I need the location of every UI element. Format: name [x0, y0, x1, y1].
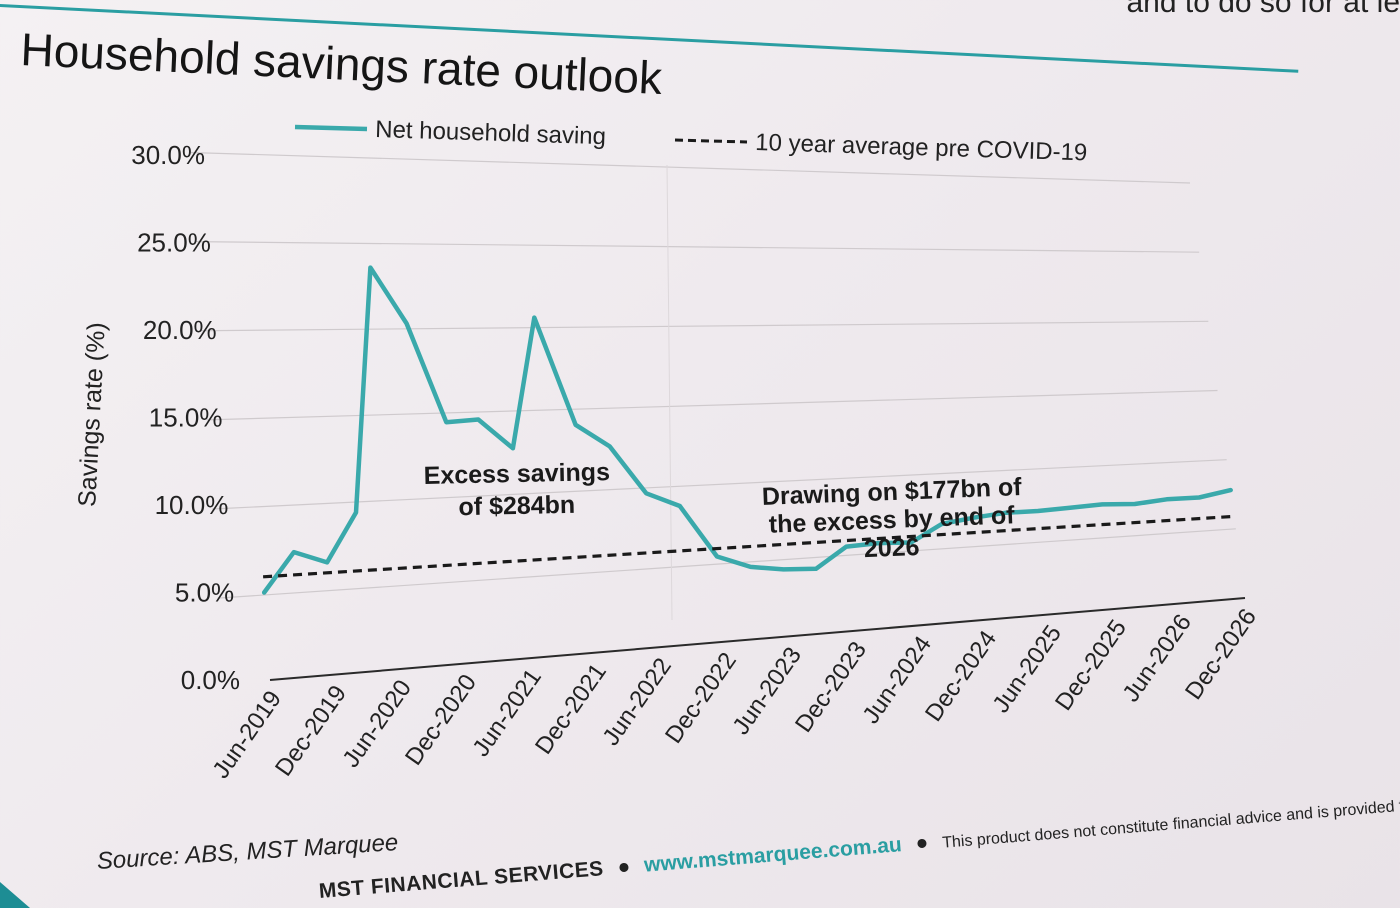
gridline [206, 389, 1218, 421]
vertical-gridline [666, 164, 673, 621]
y-tick-label: 25.0% [137, 228, 211, 258]
y-axis-label: Savings rate (%) [73, 322, 111, 508]
x-tick-label: Dec-2024 [920, 626, 1002, 727]
y-tick-label: 5.0% [175, 578, 234, 608]
legend-label: Net household saving [375, 116, 607, 150]
x-tick-label: Dec-2025 [1050, 615, 1132, 716]
gridlines [190, 151, 1246, 681]
x-tick-label: Dec-2019 [270, 680, 352, 781]
bullet-dot: ● [616, 854, 632, 879]
legend-label: 10 year average pre COVID-19 [755, 129, 1088, 166]
legend-swatch [294, 124, 368, 132]
annotation-text: Excess savings [423, 458, 610, 490]
annotation-text: 2026 [863, 533, 920, 563]
bullet-dot: ● [914, 830, 930, 855]
gridline [217, 528, 1236, 599]
gridline [201, 320, 1209, 332]
x-tick-label: Dec-2020 [400, 670, 482, 771]
savings-line [261, 265, 1233, 595]
gridline [212, 459, 1227, 510]
x-tick-label: Dec-2026 [1180, 604, 1262, 705]
annotation-text: of $284bn [458, 491, 575, 521]
x-tick-label: Dec-2022 [660, 648, 742, 749]
y-tick-label: 0.0% [181, 665, 240, 695]
y-tick-label: 15.0% [149, 403, 223, 433]
y-tick-labels: 0.0% 5.0% 10.0% 15.0% 20.0% 25.0% 30.0% [131, 140, 240, 695]
y-tick-label: 10.0% [155, 490, 229, 520]
x-tick-label: Dec-2021 [530, 659, 612, 760]
corner-logo-mark [0, 882, 30, 908]
y-tick-label: 20.0% [143, 315, 217, 345]
corner-text: and to do so for at le [1126, 0, 1400, 19]
x-tick-label: Dec-2023 [790, 637, 872, 738]
x-axis-line [269, 597, 1246, 681]
y-tick-label: 30.0% [131, 140, 205, 170]
x-tick-labels: Jun-2019Dec-2019Jun-2020Dec-2020Jun-2021… [207, 604, 1262, 783]
legend-swatch [674, 138, 748, 144]
average-line [263, 514, 1235, 579]
series-lines [261, 265, 1235, 595]
gridline [190, 151, 1191, 184]
gridline [195, 241, 1200, 253]
